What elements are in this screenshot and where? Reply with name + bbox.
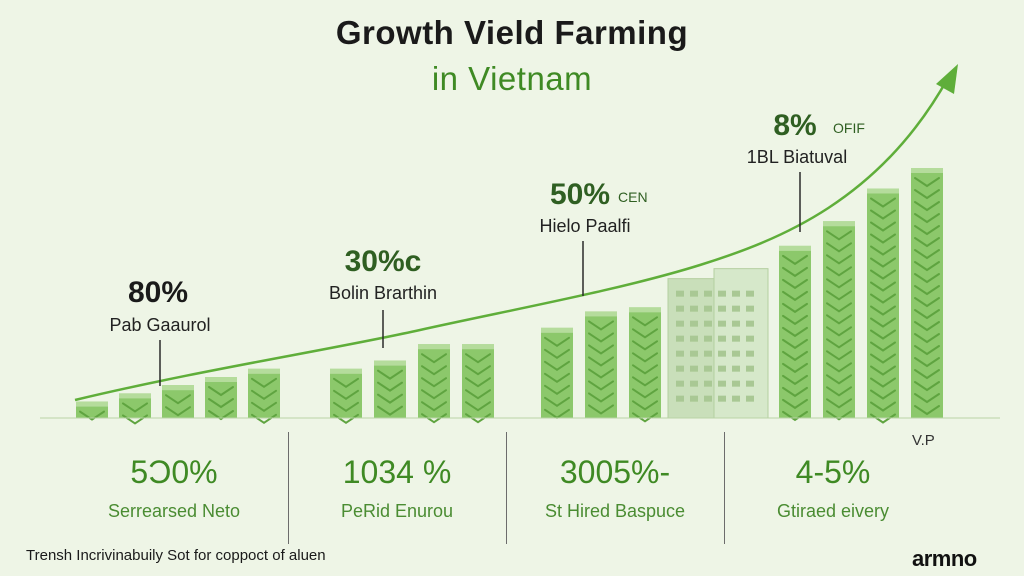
bar: [867, 188, 899, 424]
trend-line: [74, 77, 950, 402]
brand-logo: armno: [912, 546, 977, 571]
stat-block: 5Ɔ0% Serrearsed Neto: [60, 452, 288, 522]
footnote: Trensh Incrivinabuily Sot for coppoct of…: [26, 547, 326, 564]
bar: [418, 344, 450, 424]
stat-value: 3005%-: [559, 454, 671, 490]
stat-value: 4-5%: [795, 454, 871, 490]
bar: [119, 393, 151, 425]
stat-label: Serrearsed Neto: [107, 501, 241, 521]
bar: [205, 377, 237, 421]
annotation: 50% CEN Hielo Paalfi: [539, 178, 648, 296]
bar: [462, 344, 494, 424]
chart-subtitle: in Vietnam: [431, 60, 593, 97]
annotation-value: 8%: [773, 109, 816, 142]
annotation: 30%c Bolin Brarthin: [329, 245, 437, 348]
annotation-label: Pab Gaaurol: [109, 315, 210, 335]
annotations-layer: 80% Pab Gaaurol 30%c Bolin Brarthin 50% CEN Hi…: [109, 109, 865, 386]
bar: [779, 245, 811, 422]
trend-arrow-icon: [936, 64, 958, 94]
annotation-suffix: OFIF: [833, 120, 865, 136]
annotation-value: 80%: [128, 276, 188, 309]
annotation: 80% Pab Gaaurol: [109, 276, 211, 386]
bar: [823, 221, 855, 421]
annotation-label: 1BL Biatuval: [747, 147, 847, 167]
stat-block: 1034 % PeRid Enurou: [288, 452, 506, 522]
annotation-label: Hielo Paalfi: [539, 216, 630, 236]
annotation-label: Bolin Brarthin: [329, 283, 437, 303]
annotation-suffix: CEN: [618, 189, 648, 205]
annotation: 8% OFIF 1BL Biatuval: [747, 109, 865, 232]
bar: [911, 168, 943, 418]
bars-layer: [76, 168, 943, 425]
bar: [248, 368, 280, 425]
stat-label: PeRid Enurou: [340, 501, 454, 521]
chart-title: Growth Vield Farming: [335, 14, 689, 51]
stat-divider: [288, 432, 289, 544]
stat-label: Gtiraed eivery: [776, 501, 890, 521]
bar: [76, 401, 108, 421]
annotation-value: 30%c: [345, 245, 422, 278]
annotation-value: 50%: [550, 178, 610, 211]
bar: [541, 327, 573, 420]
stat-block: 4-5% Gtiraed eivery: [724, 452, 942, 522]
stat-value: 5Ɔ0%: [130, 454, 218, 490]
bar: [374, 360, 406, 418]
stat-divider: [506, 432, 507, 544]
stat-block: 3005%- St Hired Baspuce: [506, 452, 724, 522]
stat-value: 1034 %: [342, 454, 452, 490]
stat-divider: [724, 432, 725, 544]
bar: [585, 311, 617, 418]
bar: [162, 385, 194, 418]
corner-tag: V.P: [912, 432, 935, 449]
bar: [330, 368, 362, 425]
building-bar: [667, 268, 769, 419]
bar: [629, 307, 661, 423]
stat-label: St Hired Baspuce: [544, 501, 686, 521]
